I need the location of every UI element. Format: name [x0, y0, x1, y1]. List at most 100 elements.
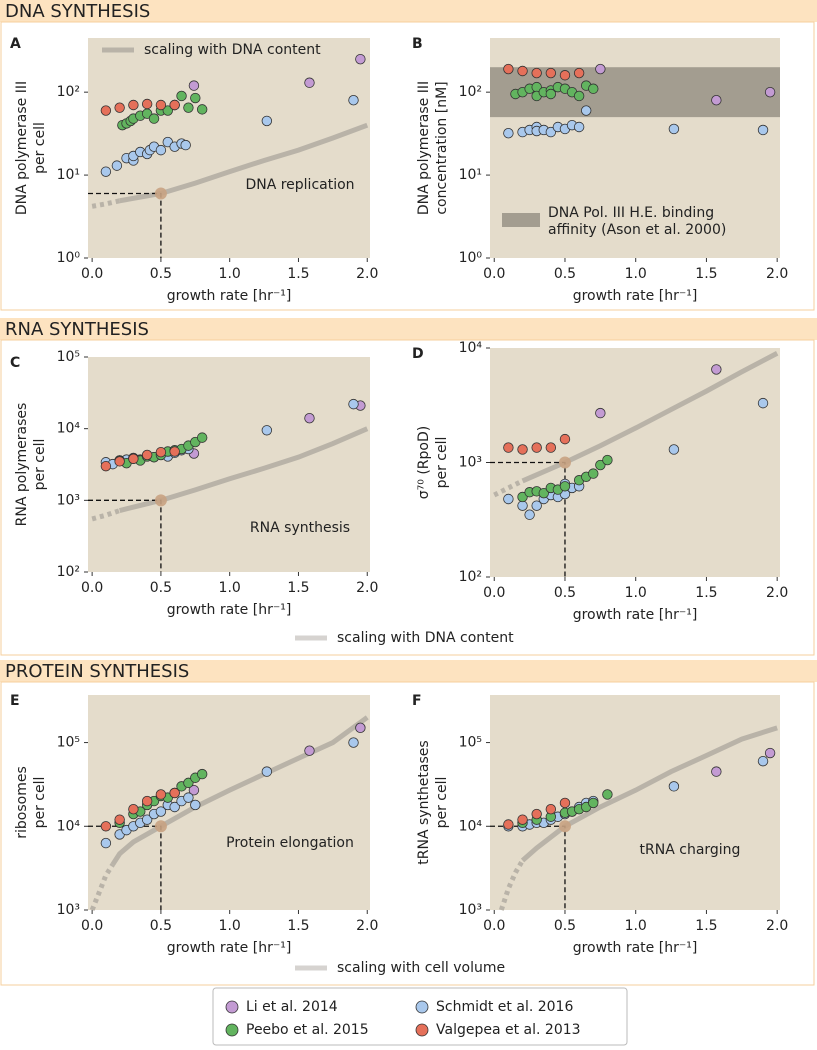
data-point	[114, 456, 125, 467]
y-tick-label: 10³	[57, 492, 80, 508]
x-axis-label: growth rate [hr⁻¹]	[573, 607, 698, 623]
data-point	[668, 444, 680, 455]
data-point	[517, 491, 528, 503]
data-point	[100, 460, 112, 472]
plot-area	[88, 38, 370, 258]
x-tick-label: 0.0	[81, 580, 103, 596]
section-title: PROTEIN SYNTHESIS	[5, 661, 189, 682]
x-tick-label: 2.0	[766, 918, 788, 934]
data-point	[503, 442, 514, 453]
data-point	[602, 454, 613, 466]
x-tick-label: 0.5	[150, 580, 172, 596]
legend-marker	[415, 1000, 429, 1014]
annotation: DNA replication	[245, 177, 354, 193]
data-point	[114, 814, 125, 825]
x-axis-label: growth rate [hr⁻¹]	[573, 940, 698, 956]
data-point	[190, 92, 201, 104]
curve-legend-label: scaling with cell volume	[337, 960, 505, 976]
band-legend-swatch	[502, 213, 540, 227]
data-point	[559, 481, 571, 492]
data-point	[100, 821, 112, 832]
data-point	[304, 412, 315, 424]
data-point	[180, 139, 191, 151]
data-point	[711, 364, 722, 375]
legend-label: Schmidt et al. 2016	[436, 999, 573, 1015]
data-point	[545, 126, 557, 138]
data-point	[517, 65, 528, 77]
scaling-curve-extrapolated	[498, 859, 525, 911]
data-point	[183, 102, 194, 113]
data-point	[757, 124, 769, 136]
data-point	[524, 509, 535, 520]
section-header	[0, 0, 817, 22]
x-tick-label: 0.0	[483, 585, 505, 601]
x-tick-label: 1.0	[219, 918, 241, 934]
data-point	[595, 459, 606, 471]
data-point	[196, 768, 208, 780]
data-point	[141, 795, 153, 807]
data-point	[764, 747, 776, 759]
data-point	[348, 94, 359, 106]
reference-point	[558, 456, 571, 469]
y-axis-label: DNA polymerase III	[14, 81, 30, 215]
section-box	[0, 339, 815, 656]
data-point	[100, 837, 112, 849]
x-tick-label: 2.0	[766, 266, 788, 282]
data-point	[304, 77, 315, 88]
x-tick-label: 1.5	[695, 585, 717, 601]
data-point	[190, 799, 201, 811]
data-point	[148, 113, 160, 124]
data-point	[517, 444, 528, 455]
data-point	[711, 94, 722, 106]
data-point	[531, 442, 542, 453]
data-point	[176, 90, 187, 102]
data-point	[169, 99, 180, 111]
panel-label: C	[10, 355, 20, 371]
y-axis-label: DNA polymerase III	[416, 81, 432, 215]
legend-label: Valgepea et al. 2013	[436, 1022, 581, 1038]
section-header	[0, 318, 817, 340]
scaling-curve	[110, 715, 369, 866]
plot-area	[88, 357, 370, 572]
y-tick-label: 10¹	[57, 167, 80, 183]
y-tick-label: 10⁵	[57, 349, 80, 365]
x-tick-label: 0.5	[150, 918, 172, 934]
reference-point	[558, 820, 571, 833]
x-tick-label: 1.5	[287, 580, 309, 596]
data-point	[128, 99, 139, 111]
y-tick-label: 10⁴	[57, 421, 81, 437]
data-point	[559, 433, 571, 445]
data-point	[141, 449, 153, 461]
data-point	[573, 90, 585, 102]
annotation: Protein elongation	[226, 835, 354, 851]
band-label: DNA Pol. III H.E. binding	[548, 205, 714, 221]
x-tick-label: 0.5	[554, 266, 576, 282]
data-point	[261, 425, 273, 436]
data-point	[155, 99, 167, 111]
data-point	[100, 166, 112, 177]
data-point	[188, 784, 200, 796]
data-point	[573, 121, 585, 133]
x-axis-label: growth rate [hr⁻¹]	[573, 288, 698, 304]
y-axis-label: ribosomes	[14, 766, 30, 839]
x-tick-label: 0.0	[81, 266, 103, 282]
data-point	[304, 745, 315, 756]
y-axis-label: per cell	[434, 777, 450, 829]
x-tick-label: 1.5	[287, 918, 309, 934]
x-tick-label: 0.5	[554, 585, 576, 601]
y-tick-label: 10⁰	[459, 250, 483, 266]
scaling-curve	[521, 351, 779, 484]
x-tick-label: 1.5	[287, 266, 309, 282]
panel-label: A	[10, 36, 21, 52]
data-point	[183, 777, 194, 789]
x-tick-label: 0.5	[554, 918, 576, 934]
section-title: DNA SYNTHESIS	[5, 1, 150, 22]
data-point	[155, 144, 167, 156]
data-point	[141, 98, 153, 110]
data-point	[573, 67, 585, 79]
data-point	[128, 803, 139, 815]
panel-label: D	[412, 346, 424, 362]
y-tick-label: 10³	[57, 902, 80, 918]
x-tick-label: 2.0	[356, 918, 378, 934]
scaling-curve-extrapolated	[89, 863, 115, 911]
